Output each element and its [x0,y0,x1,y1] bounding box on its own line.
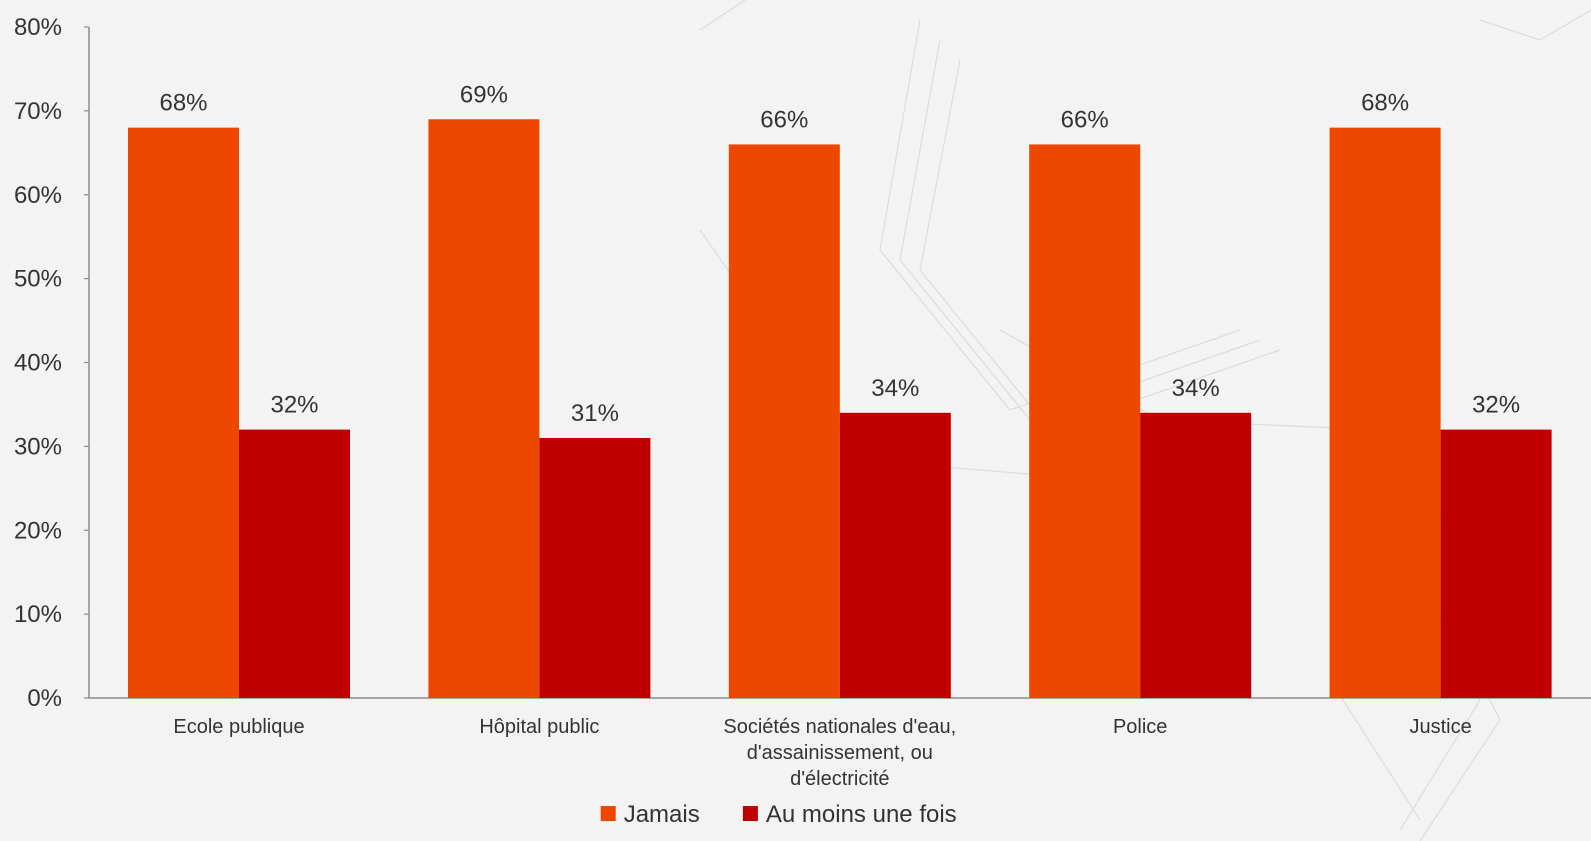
category-label: d'assainissement, ou [747,742,933,764]
legend-swatch [600,806,616,821]
data-label: 66% [760,106,808,133]
legend-swatch [742,806,758,821]
bar [128,127,239,698]
category-label: Police [1113,716,1167,738]
legend-label: Au moins une fois [766,801,957,828]
data-label: 68% [1361,90,1409,117]
category-label: d'électricité [790,768,889,790]
bar [1440,429,1552,698]
bar [428,119,540,698]
data-label: 32% [270,392,318,419]
bar [1329,127,1441,698]
category-label: Hôpital public [479,716,599,738]
bar [1029,144,1141,699]
y-tick-label: 50% [14,266,62,293]
bars [128,119,1552,699]
bar [239,429,350,698]
bar [728,144,840,699]
y-tick-label: 30% [14,433,62,460]
bar [539,437,651,698]
category-label: Ecole publique [173,716,304,738]
y-tick-label: 70% [14,98,62,125]
data-label: 68% [159,90,207,117]
category-label: Sociétés nationales d'eau, [723,716,956,738]
category-label: Justice [1409,716,1471,738]
data-label: 31% [571,400,619,427]
y-tick-label: 60% [14,182,62,209]
y-tick-label: 80% [14,14,62,41]
legend-label: Jamais [624,801,700,828]
data-label: 34% [871,375,919,402]
y-tick-label: 10% [14,601,62,628]
category-labels: Ecole publique Hôpital public Sociétés nat… [173,716,1471,790]
data-label: 66% [1061,106,1109,133]
bar [1140,412,1252,698]
legend: Jamais Au moins une fois [600,801,957,828]
y-tick-label: 0% [27,685,62,712]
y-tick-label: 40% [14,350,62,377]
y-tick-label: 20% [14,517,62,544]
data-label: 32% [1472,392,1520,419]
data-label: 34% [1172,375,1220,402]
bar [839,412,951,698]
data-label: 69% [460,81,508,108]
data-labels: 68% 32% 69% 31% 66% 34% 66% 34% 68% 32% [159,81,1520,427]
